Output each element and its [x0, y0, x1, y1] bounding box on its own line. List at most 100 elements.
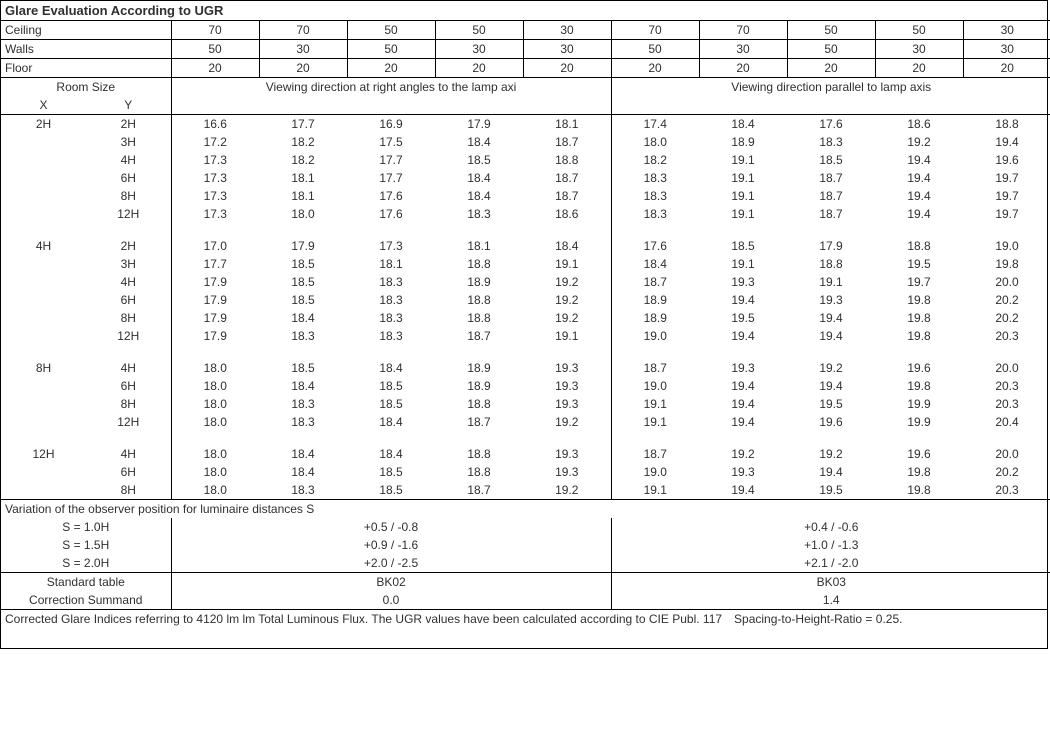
- data-cell: 19.2: [523, 273, 611, 291]
- header-value: 30: [963, 40, 1050, 59]
- data-cell: 19.4: [699, 413, 787, 431]
- data-cell: 19.8: [875, 327, 963, 345]
- data-cell: 18.0: [171, 463, 259, 481]
- data-cell: 20.2: [963, 309, 1050, 327]
- data-cell: 18.9: [435, 359, 523, 377]
- data-cell: 19.2: [787, 359, 875, 377]
- data-cell: 18.5: [347, 377, 435, 395]
- data-cell: 18.5: [787, 151, 875, 169]
- data-cell: 17.2: [171, 133, 259, 151]
- data-cell: 19.4: [963, 133, 1050, 151]
- data-cell: 17.4: [611, 115, 699, 134]
- data-cell: 19.4: [787, 463, 875, 481]
- header-value: 30: [259, 40, 347, 59]
- data-cell: 20.0: [963, 273, 1050, 291]
- data-cell: 18.4: [435, 169, 523, 187]
- data-cell: 18.3: [611, 187, 699, 205]
- data-cell: 19.4: [875, 187, 963, 205]
- header-value: 30: [699, 40, 787, 59]
- data-cell: 18.3: [787, 133, 875, 151]
- data-cell: 18.3: [259, 327, 347, 345]
- data-cell: 18.7: [435, 481, 523, 500]
- ugr-page: Glare Evaluation According to UGR Ceilin…: [0, 0, 1048, 649]
- data-cell: 18.9: [611, 291, 699, 309]
- data-cell: 19.3: [523, 359, 611, 377]
- data-cell: 18.8: [435, 395, 523, 413]
- header-value: 50: [347, 21, 435, 40]
- data-cell: 17.3: [171, 187, 259, 205]
- data-cell: 19.1: [699, 169, 787, 187]
- data-cell: 18.3: [259, 481, 347, 500]
- data-cell: 19.7: [963, 187, 1050, 205]
- data-cell: 19.9: [875, 395, 963, 413]
- header-value: 50: [171, 40, 259, 59]
- data-cell: 18.4: [259, 377, 347, 395]
- data-cell: 19.6: [787, 413, 875, 431]
- data-cell: 17.6: [787, 115, 875, 134]
- data-cell: 19.1: [787, 273, 875, 291]
- data-cell: 18.8: [435, 309, 523, 327]
- data-cell: 20.3: [963, 395, 1050, 413]
- data-cell: 19.7: [963, 205, 1050, 223]
- data-cell: 18.7: [435, 327, 523, 345]
- header-value: 20: [699, 59, 787, 78]
- data-cell: 19.3: [523, 395, 611, 413]
- data-cell: 18.3: [259, 395, 347, 413]
- header-value: 50: [875, 21, 963, 40]
- data-cell: 18.0: [611, 133, 699, 151]
- data-cell: 17.7: [259, 115, 347, 134]
- data-cell: 19.1: [611, 481, 699, 500]
- header-value: 70: [611, 21, 699, 40]
- data-cell: 20.0: [963, 445, 1050, 463]
- data-cell: 18.3: [347, 327, 435, 345]
- data-cell: 19.2: [875, 133, 963, 151]
- data-cell: 19.1: [699, 255, 787, 273]
- data-cell: 19.3: [523, 463, 611, 481]
- data-cell: 20.0: [963, 359, 1050, 377]
- data-cell: 18.5: [347, 463, 435, 481]
- data-cell: 19.1: [699, 151, 787, 169]
- data-cell: 19.3: [787, 291, 875, 309]
- data-cell: 19.0: [611, 377, 699, 395]
- header-value: 50: [787, 40, 875, 59]
- header-value: 30: [523, 40, 611, 59]
- data-cell: 19.6: [875, 445, 963, 463]
- data-cell: 18.3: [259, 413, 347, 431]
- data-cell: 18.4: [435, 187, 523, 205]
- data-cell: 19.3: [523, 445, 611, 463]
- data-cell: 17.7: [347, 151, 435, 169]
- data-cell: 19.4: [699, 327, 787, 345]
- data-cell: 17.3: [171, 151, 259, 169]
- data-cell: 18.4: [347, 445, 435, 463]
- data-cell: 18.0: [171, 359, 259, 377]
- header-value: 20: [523, 59, 611, 78]
- data-cell: 18.0: [171, 377, 259, 395]
- header-value: 50: [787, 21, 875, 40]
- data-cell: 18.5: [347, 481, 435, 500]
- data-cell: 19.4: [875, 205, 963, 223]
- data-cell: 18.4: [259, 463, 347, 481]
- header-value: 20: [171, 59, 259, 78]
- data-cell: 19.8: [875, 291, 963, 309]
- data-cell: 19.0: [611, 327, 699, 345]
- ugr-table: Ceiling70705050307070505030Walls50305030…: [1, 20, 1050, 609]
- data-cell: 18.4: [259, 309, 347, 327]
- data-cell: 18.1: [347, 255, 435, 273]
- data-cell: 18.5: [699, 237, 787, 255]
- data-cell: 19.8: [875, 309, 963, 327]
- data-cell: 18.7: [787, 205, 875, 223]
- data-cell: 18.5: [259, 273, 347, 291]
- data-cell: 18.0: [171, 413, 259, 431]
- page-title: Glare Evaluation According to UGR: [1, 1, 1047, 20]
- data-cell: 18.8: [523, 151, 611, 169]
- direction-1: Viewing direction at right angles to the…: [171, 78, 611, 97]
- data-cell: 19.3: [699, 359, 787, 377]
- header-value: 70: [171, 21, 259, 40]
- data-cell: 17.9: [259, 237, 347, 255]
- data-cell: 18.3: [435, 205, 523, 223]
- data-cell: 18.8: [435, 445, 523, 463]
- data-cell: 19.5: [875, 255, 963, 273]
- header-value: 30: [875, 40, 963, 59]
- header-value: 30: [435, 40, 523, 59]
- data-cell: 18.8: [787, 255, 875, 273]
